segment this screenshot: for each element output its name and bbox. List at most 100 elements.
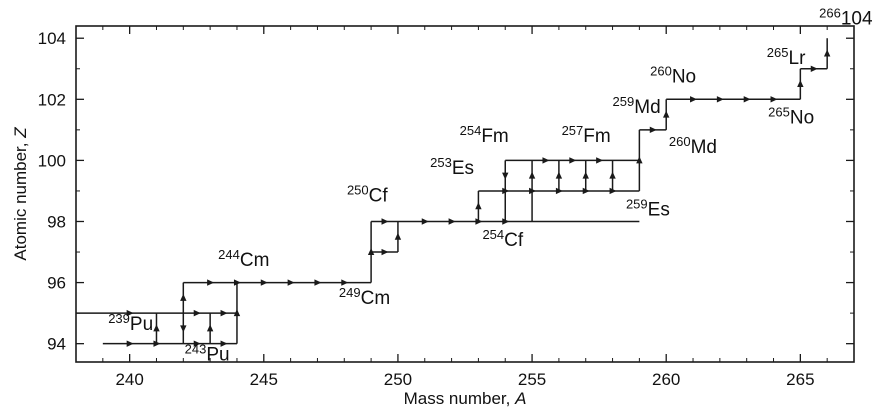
arrowhead bbox=[220, 340, 228, 347]
arrowhead bbox=[582, 171, 589, 179]
capture-decay-paths bbox=[76, 38, 828, 345]
isotope-element-symbol: Cm bbox=[361, 288, 391, 309]
arrowhead bbox=[153, 340, 161, 347]
isotope-element-symbol: Pu bbox=[206, 344, 229, 365]
arrowhead bbox=[596, 157, 604, 164]
arrowhead bbox=[716, 96, 724, 103]
isotope-mass-number: 259 bbox=[626, 196, 648, 211]
arrowhead bbox=[193, 340, 201, 347]
arrowhead bbox=[233, 309, 241, 317]
arrowhead bbox=[609, 171, 616, 179]
arrowhead bbox=[260, 279, 268, 286]
isotope-mass-number: 260 bbox=[650, 64, 672, 79]
y-tick-label: 96 bbox=[47, 274, 66, 293]
arrowhead bbox=[180, 325, 187, 333]
y-axis-title: Atomic number, Z bbox=[11, 127, 30, 261]
isotope-element-symbol: Pu bbox=[130, 314, 153, 335]
arrowhead bbox=[528, 171, 536, 179]
arrowhead bbox=[797, 80, 804, 88]
y-tick-label: 100 bbox=[38, 151, 66, 170]
arrowhead bbox=[220, 309, 228, 317]
arrowhead bbox=[770, 96, 778, 103]
isotope-element-symbol: Lr bbox=[789, 48, 807, 69]
arrowhead bbox=[810, 65, 818, 72]
arrowhead bbox=[421, 218, 429, 225]
y-axis-ticks: 94 96 98 100 102 104 bbox=[38, 29, 854, 354]
arrowhead bbox=[193, 309, 201, 317]
x-tick-label: 255 bbox=[518, 370, 546, 389]
x-tick-label: 265 bbox=[786, 370, 814, 389]
y-tick-label: 94 bbox=[47, 335, 66, 354]
arrowhead bbox=[126, 309, 134, 317]
arrowhead bbox=[582, 187, 590, 195]
isotope-mass-number: 254 bbox=[482, 227, 504, 242]
isotope-label: 239Pu bbox=[108, 311, 153, 335]
arrowhead bbox=[475, 218, 483, 225]
isotope-element-symbol: Cf bbox=[369, 186, 389, 207]
isotope-mass-number: 266 bbox=[819, 5, 841, 20]
arrowhead bbox=[502, 187, 510, 195]
isotope-mass-number: 257 bbox=[562, 123, 584, 138]
arrowhead bbox=[690, 96, 698, 103]
arrowhead bbox=[381, 248, 389, 256]
isotope-element-symbol: Cf bbox=[504, 230, 524, 251]
arrowhead bbox=[555, 187, 563, 195]
isotope-label: 253Es bbox=[430, 155, 474, 179]
plot-frame bbox=[75, 25, 855, 363]
isotope-mass-number: 253 bbox=[430, 155, 452, 170]
isotope-element-symbol: Fm bbox=[583, 126, 610, 147]
arrowhead bbox=[233, 279, 241, 286]
isotope-label: 243Pu bbox=[185, 341, 230, 365]
arrowhead bbox=[542, 157, 550, 164]
isotope-label: 260No bbox=[650, 64, 696, 88]
arrowhead bbox=[341, 279, 349, 286]
isotope-element-symbol: Md bbox=[634, 97, 660, 118]
arrowhead bbox=[475, 202, 482, 210]
isotope-mass-number: 265 bbox=[768, 105, 790, 120]
path-arrowheads bbox=[126, 49, 831, 347]
isotope-element-symbol: Cm bbox=[240, 250, 270, 271]
arrowhead bbox=[569, 157, 577, 164]
arrowhead bbox=[287, 279, 295, 286]
isotope-mass-number: 239 bbox=[108, 311, 130, 326]
isotope-element-symbol: Es bbox=[452, 158, 474, 179]
isotope-label: 257Fm bbox=[562, 123, 611, 147]
isotope-mass-number: 259 bbox=[613, 94, 635, 109]
isotope-element-symbol: Fm bbox=[481, 126, 508, 147]
isotope-mass-number: 254 bbox=[460, 123, 482, 138]
arrowhead bbox=[636, 156, 643, 164]
arrowhead bbox=[314, 279, 322, 286]
isotope-mass-number: 243 bbox=[185, 341, 207, 356]
isotope-mass-number: 249 bbox=[339, 285, 361, 300]
isotope-element-symbol: Es bbox=[648, 199, 670, 220]
isotope-label: 244Cm bbox=[218, 247, 269, 271]
isotope-label: 266104 bbox=[819, 5, 873, 29]
isotope-mass-number: 260 bbox=[669, 134, 691, 149]
isotope-mass-number: 250 bbox=[347, 183, 369, 198]
isotope-label: 254Cf bbox=[482, 227, 523, 251]
isotope-mass-number: 244 bbox=[218, 247, 240, 262]
isotope-element-symbol: No bbox=[790, 108, 814, 129]
arrowhead bbox=[529, 187, 537, 195]
x-tick-label: 245 bbox=[250, 370, 278, 389]
isotope-label: 260Md bbox=[669, 134, 717, 158]
arrowhead bbox=[502, 218, 510, 225]
arrowhead bbox=[502, 172, 509, 180]
isotope-element-symbol: 104 bbox=[841, 8, 873, 29]
arrowhead bbox=[367, 248, 375, 256]
y-tick-label: 104 bbox=[38, 29, 66, 48]
arrowhead bbox=[823, 49, 831, 57]
x-tick-label: 250 bbox=[384, 370, 412, 389]
arrowhead bbox=[609, 187, 617, 195]
arrowhead bbox=[180, 293, 187, 301]
arrowhead bbox=[555, 171, 563, 179]
isotope-labels: 239Pu243Pu244Cm249Cm250Cf253Es254Fm254Cf… bbox=[108, 5, 873, 365]
arrowhead bbox=[207, 279, 215, 286]
arrowhead bbox=[663, 110, 670, 118]
isotope-element-symbol: Md bbox=[691, 137, 717, 158]
isotope-label: 259Es bbox=[626, 196, 670, 220]
y-tick-label: 102 bbox=[38, 90, 66, 109]
arrowhead bbox=[126, 340, 134, 347]
x-axis-ticks: 240 245 250 255 260 265 bbox=[75, 26, 855, 389]
arrowhead bbox=[153, 324, 160, 332]
